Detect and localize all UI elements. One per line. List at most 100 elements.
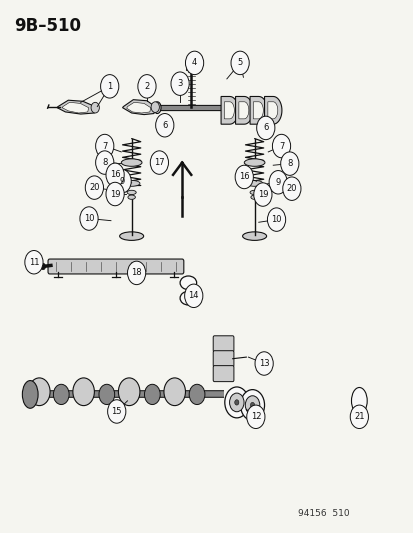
Text: 7: 7	[102, 142, 107, 150]
Text: 15: 15	[111, 407, 122, 416]
Ellipse shape	[249, 190, 259, 195]
Circle shape	[250, 402, 254, 408]
Circle shape	[100, 75, 119, 98]
Text: 1: 1	[107, 82, 112, 91]
Circle shape	[106, 182, 124, 206]
Text: 9: 9	[275, 178, 280, 187]
Ellipse shape	[244, 395, 259, 415]
Circle shape	[254, 352, 273, 375]
Text: 5: 5	[237, 59, 242, 67]
Circle shape	[171, 72, 189, 95]
Text: 17: 17	[154, 158, 164, 167]
Circle shape	[40, 263, 45, 270]
Text: 12: 12	[250, 413, 261, 421]
Circle shape	[234, 400, 238, 405]
Circle shape	[151, 102, 159, 112]
Text: 6: 6	[162, 121, 167, 130]
Polygon shape	[238, 102, 248, 119]
Circle shape	[107, 400, 126, 423]
Ellipse shape	[128, 195, 135, 199]
Ellipse shape	[144, 384, 160, 405]
Circle shape	[25, 251, 43, 274]
Ellipse shape	[153, 102, 161, 114]
Circle shape	[267, 208, 285, 231]
Circle shape	[80, 207, 98, 230]
Ellipse shape	[118, 378, 140, 406]
Polygon shape	[122, 100, 155, 115]
FancyBboxPatch shape	[213, 351, 233, 367]
Ellipse shape	[73, 378, 94, 406]
Text: 16: 16	[238, 173, 249, 181]
FancyBboxPatch shape	[213, 366, 233, 382]
Circle shape	[253, 183, 271, 206]
Ellipse shape	[242, 232, 266, 240]
Ellipse shape	[263, 102, 270, 114]
Polygon shape	[224, 102, 234, 119]
Circle shape	[185, 51, 203, 75]
Text: 19: 19	[109, 190, 120, 198]
Polygon shape	[235, 96, 252, 124]
Text: 6: 6	[263, 124, 268, 132]
Ellipse shape	[164, 378, 185, 406]
Circle shape	[246, 405, 264, 429]
Circle shape	[235, 165, 253, 189]
Ellipse shape	[123, 180, 140, 187]
Circle shape	[155, 114, 173, 137]
Text: 3: 3	[177, 79, 182, 88]
Text: 7: 7	[278, 142, 283, 150]
FancyBboxPatch shape	[213, 336, 233, 352]
Circle shape	[113, 169, 131, 193]
Text: 8: 8	[287, 159, 292, 168]
Circle shape	[256, 116, 274, 140]
Text: 20: 20	[286, 184, 297, 193]
Ellipse shape	[244, 159, 264, 166]
Circle shape	[184, 284, 202, 308]
Text: 19: 19	[257, 190, 268, 199]
Circle shape	[127, 261, 145, 285]
Polygon shape	[57, 100, 95, 114]
Circle shape	[272, 134, 290, 158]
Circle shape	[138, 75, 156, 98]
Text: 11: 11	[28, 258, 39, 266]
Text: 20: 20	[89, 183, 100, 192]
Circle shape	[95, 134, 114, 158]
Text: 13: 13	[258, 359, 269, 368]
Ellipse shape	[119, 232, 143, 240]
Circle shape	[150, 151, 168, 174]
Ellipse shape	[127, 190, 136, 195]
Ellipse shape	[28, 378, 50, 406]
Circle shape	[282, 177, 300, 200]
Polygon shape	[253, 102, 263, 119]
Circle shape	[268, 171, 287, 194]
Text: 21: 21	[353, 413, 364, 421]
Ellipse shape	[246, 180, 262, 187]
Text: 10: 10	[83, 214, 94, 223]
Circle shape	[230, 51, 249, 75]
Ellipse shape	[180, 292, 196, 305]
Ellipse shape	[22, 381, 38, 408]
FancyBboxPatch shape	[48, 259, 183, 274]
Text: 18: 18	[131, 269, 142, 277]
Text: 9: 9	[119, 177, 124, 185]
Ellipse shape	[99, 384, 114, 405]
Text: 9B–510: 9B–510	[14, 17, 81, 35]
Circle shape	[106, 163, 124, 187]
Circle shape	[280, 152, 298, 175]
Circle shape	[85, 176, 103, 199]
Polygon shape	[126, 102, 150, 113]
Ellipse shape	[180, 276, 196, 289]
Polygon shape	[267, 102, 277, 119]
Ellipse shape	[53, 384, 69, 405]
Polygon shape	[249, 96, 267, 124]
Text: 2: 2	[144, 82, 149, 91]
Polygon shape	[264, 96, 281, 124]
Ellipse shape	[250, 195, 258, 199]
Text: 10: 10	[271, 215, 281, 224]
Ellipse shape	[224, 387, 248, 418]
Circle shape	[91, 102, 99, 113]
Ellipse shape	[229, 393, 243, 411]
Ellipse shape	[240, 390, 264, 421]
Ellipse shape	[121, 159, 142, 166]
Text: 94156  510: 94156 510	[297, 509, 349, 518]
Text: 14: 14	[188, 292, 199, 300]
